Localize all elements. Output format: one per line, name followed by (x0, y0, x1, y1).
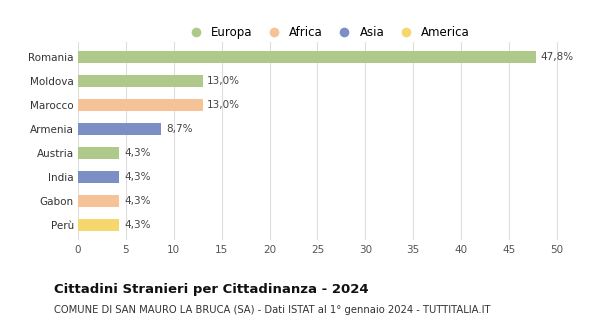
Bar (78, 171, 119, 183)
Bar (78, 195, 119, 207)
Legend: Europa, Africa, Asia, America: Europa, Africa, Asia, America (179, 22, 475, 44)
Bar (78, 99, 203, 111)
Text: 13,0%: 13,0% (207, 76, 240, 86)
Text: 13,0%: 13,0% (207, 100, 240, 110)
Text: COMUNE DI SAN MAURO LA BRUCA (SA) - Dati ISTAT al 1° gennaio 2024 - TUTTITALIA.I: COMUNE DI SAN MAURO LA BRUCA (SA) - Dati… (54, 305, 491, 315)
Text: 4,3%: 4,3% (124, 196, 151, 206)
Text: 4,3%: 4,3% (124, 172, 151, 182)
Bar (78, 75, 203, 87)
Bar (78, 123, 161, 135)
Text: 47,8%: 47,8% (541, 52, 574, 62)
Text: 4,3%: 4,3% (124, 148, 151, 158)
Text: 8,7%: 8,7% (166, 124, 193, 134)
Text: 4,3%: 4,3% (124, 220, 151, 230)
Text: Cittadini Stranieri per Cittadinanza - 2024: Cittadini Stranieri per Cittadinanza - 2… (54, 283, 368, 296)
Bar (78, 219, 119, 231)
Bar (78, 51, 536, 63)
Bar (78, 147, 119, 159)
